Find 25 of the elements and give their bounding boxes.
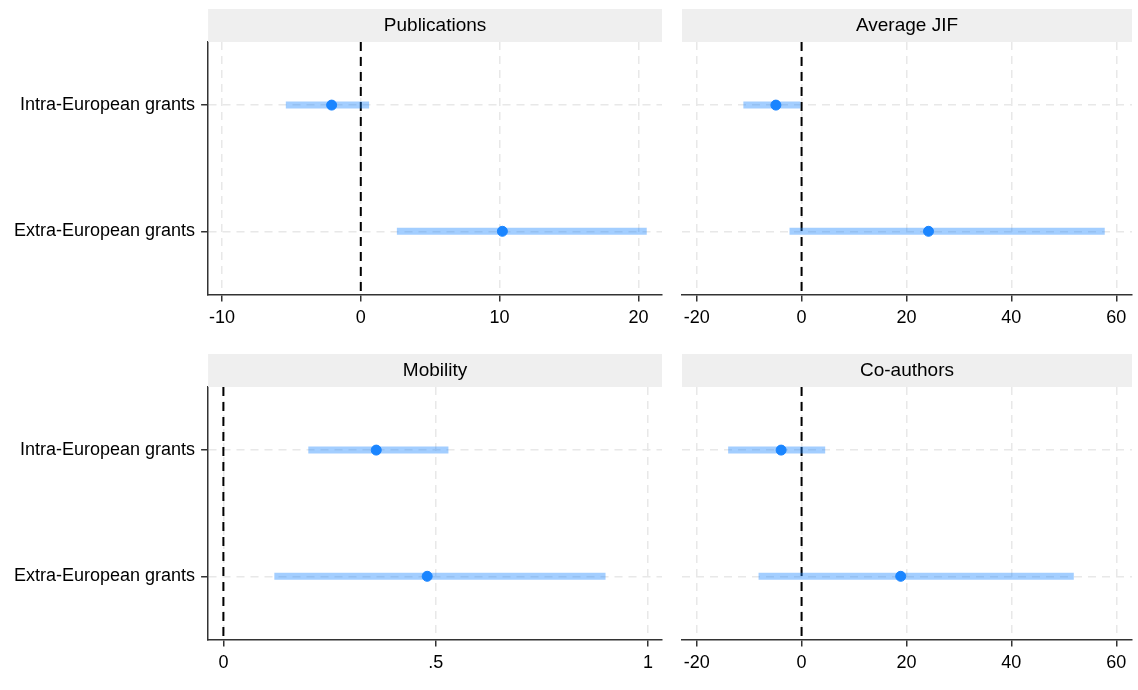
- x-tick-label: 60: [1106, 307, 1127, 328]
- x-tick-label: 10: [489, 307, 510, 328]
- x-tick-label: 20: [628, 307, 649, 328]
- chart-title: Co-authors: [860, 359, 954, 381]
- x-tick-label: 0: [218, 652, 229, 673]
- x-tick-label: 0: [355, 307, 366, 328]
- x-tick-label: 40: [1001, 652, 1022, 673]
- x-tick-label: 20: [896, 307, 917, 328]
- x-tick-label: 20: [896, 652, 917, 673]
- x-tick-label: 40: [1001, 307, 1022, 328]
- y-tick-label: Extra-European grants: [13, 220, 196, 241]
- x-tick-label: 1: [642, 652, 653, 673]
- chart-title: Mobility: [402, 359, 468, 381]
- y-tick-label: Intra-European grants: [19, 94, 196, 115]
- y-tick-label: Extra-European grants: [13, 565, 196, 586]
- chart-title: Average JIF: [855, 14, 959, 36]
- x-tick-label: .5: [428, 652, 444, 673]
- y-tick-label: Intra-European grants: [19, 439, 196, 460]
- chart-title: Publications: [383, 14, 487, 36]
- x-tick-label: 0: [796, 652, 807, 673]
- x-tick-label: 60: [1106, 652, 1127, 673]
- x-tick-label: -20: [683, 652, 710, 673]
- x-tick-label: 0: [796, 307, 807, 328]
- x-tick-label: -20: [683, 307, 710, 328]
- x-tick-label: -10: [208, 307, 235, 328]
